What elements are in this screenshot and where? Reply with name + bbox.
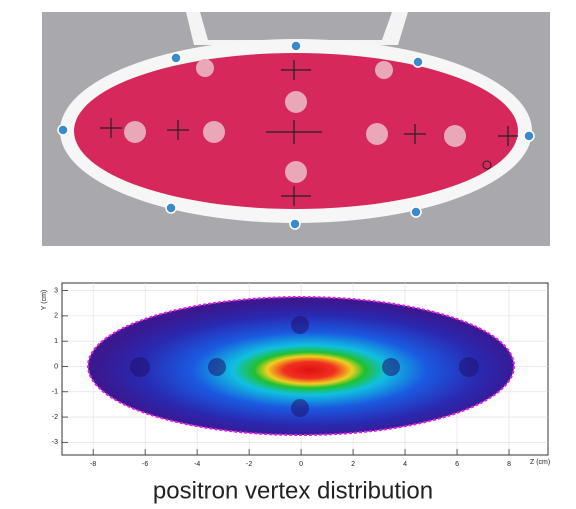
x-tick-label: 4 bbox=[403, 461, 407, 468]
x-tick-label: -4 bbox=[194, 461, 200, 468]
y-tick-label: -3 bbox=[52, 439, 58, 446]
x-tick-label: -2 bbox=[246, 461, 252, 468]
y-tick-label: 2 bbox=[54, 313, 58, 320]
chart-title: positron vertex distribution bbox=[153, 477, 433, 504]
y-tick-label: -2 bbox=[52, 414, 58, 421]
y-tick-label: 0 bbox=[54, 363, 58, 370]
x-tick-label: 2 bbox=[351, 461, 355, 468]
y-tick-label: 1 bbox=[54, 338, 58, 345]
x-tick-label: 6 bbox=[455, 461, 459, 468]
page: -8 -6 -4 -2 0 2 4 6 8 -3 -2 -1 0 1 2 3 Y (cm) Z (cm) po… bbox=[0, 0, 576, 509]
heatmap bbox=[88, 297, 514, 435]
x-tick-label: -6 bbox=[142, 461, 148, 468]
y-tick-label: -1 bbox=[52, 389, 58, 396]
target-photo bbox=[42, 12, 550, 246]
y-axis-label: Y (cm) bbox=[41, 290, 48, 310]
x-tick-label: 8 bbox=[507, 461, 511, 468]
y-tick-label: 3 bbox=[54, 287, 58, 294]
x-tick-label: 0 bbox=[299, 461, 303, 468]
x-axis-label: Z (cm) bbox=[530, 459, 550, 466]
x-tick-label: -8 bbox=[90, 461, 96, 468]
